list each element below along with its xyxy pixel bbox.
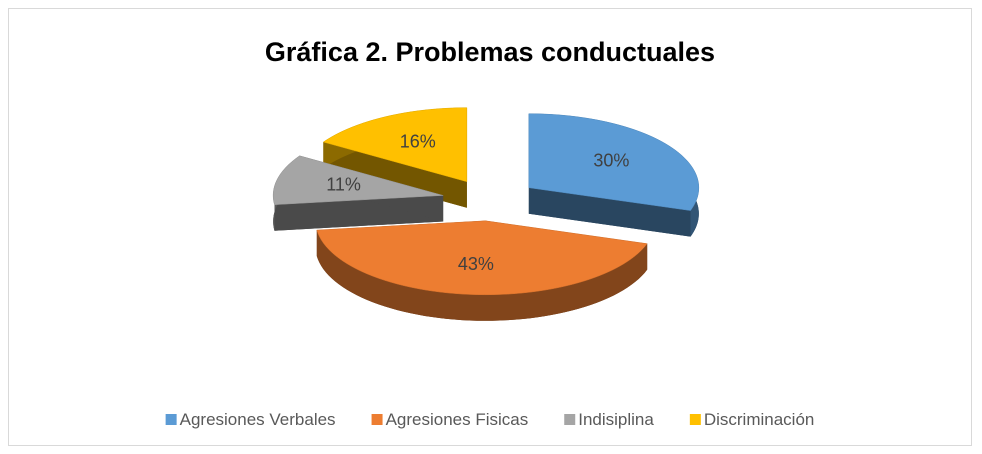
- legend-swatch: [689, 414, 701, 425]
- chart-title: Gráfica 2. Problemas conductuales: [265, 37, 715, 67]
- data-label: 43%: [458, 254, 494, 274]
- slice: [272, 155, 444, 205]
- slice-radial-side: [323, 142, 467, 208]
- legend-swatch: [564, 414, 576, 425]
- data-label: 11%: [326, 175, 361, 195]
- legend-swatch: [371, 414, 383, 425]
- slice-radial-side: [528, 187, 691, 237]
- slice: [316, 220, 648, 296]
- slice-side: [316, 230, 648, 321]
- legend-label: Indisiplina: [578, 410, 654, 429]
- data-label: 30%: [593, 150, 629, 170]
- legend-swatch: [165, 414, 177, 425]
- slice: [322, 107, 468, 183]
- legend-label: Discriminación: [704, 410, 815, 429]
- legend-label: Agresiones Verbales: [180, 410, 336, 429]
- slice: [528, 113, 700, 211]
- data-label: 16%: [400, 132, 436, 152]
- legend-label: Agresiones Fisicas: [386, 410, 529, 429]
